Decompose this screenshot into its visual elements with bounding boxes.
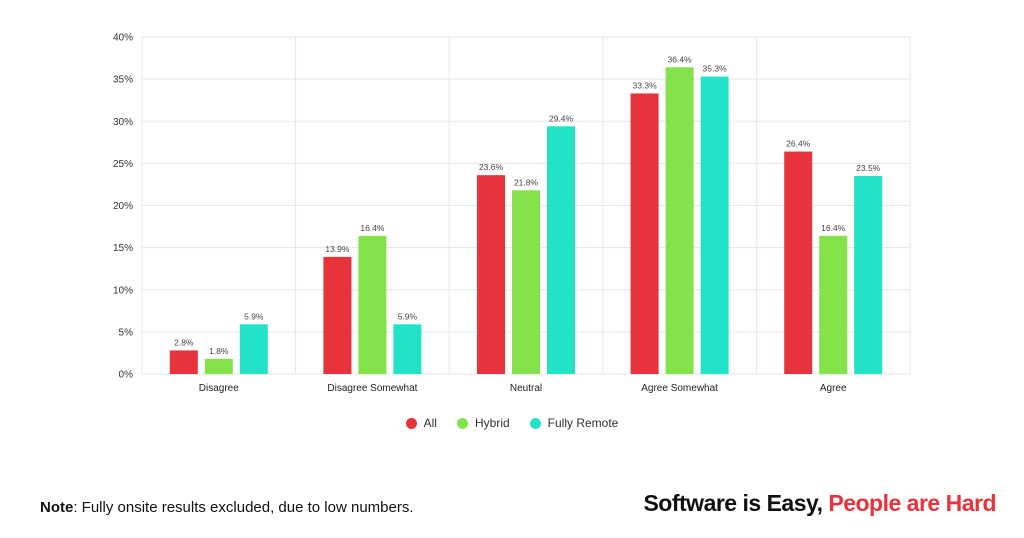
legend-label-all: All xyxy=(423,416,437,430)
data-label: 1.8% xyxy=(209,346,229,356)
bar-hybrid xyxy=(204,358,233,374)
bar-fully-remote xyxy=(700,76,729,374)
x-category-label: Agree Somewhat xyxy=(641,383,718,394)
data-label: 5.9% xyxy=(244,311,264,321)
data-label: 29.4% xyxy=(549,113,574,123)
y-tick-label: 40% xyxy=(113,33,133,44)
x-axis-categories: Disagree Disagree Somewhat Neutral Agree So… xyxy=(199,383,847,394)
bar-hybrid xyxy=(512,190,540,374)
footnote-text: : Fully onsite results excluded, due to … xyxy=(73,499,414,516)
bar-all xyxy=(784,151,813,374)
data-label: 21.8% xyxy=(514,177,539,187)
legend-item-hybrid[interactable]: Hybrid xyxy=(456,416,510,430)
legend-label-hybrid: Hybrid xyxy=(474,416,510,430)
bar-fully-remote xyxy=(547,126,575,375)
data-label: 23.5% xyxy=(856,163,881,173)
data-label: 33.3% xyxy=(633,80,658,90)
bar-all xyxy=(630,93,659,374)
data-label: 23.6% xyxy=(479,162,504,172)
y-tick-label: 10% xyxy=(113,285,133,296)
y-tick-label: 25% xyxy=(113,159,133,170)
bar-hybrid xyxy=(358,235,387,374)
brand-tagline: Software is Easy, People are Hard xyxy=(643,490,996,517)
bar-chart: 0% 5% 10% 15% 20% 25% 30% 35% 40% 2.8% 1.8% 5.9% 13… xyxy=(113,33,911,394)
brand-tagline-part2: People are Hard xyxy=(828,490,996,516)
data-label: 16.4% xyxy=(360,223,385,233)
legend-swatch-all xyxy=(405,417,417,429)
data-label: 16.4% xyxy=(821,223,846,233)
x-category-label: Neutral xyxy=(510,383,542,394)
legend-swatch-fully-remote xyxy=(529,417,541,429)
data-label: 5.9% xyxy=(398,311,418,321)
x-category-label: Disagree Somewhat xyxy=(327,383,417,394)
bar-all xyxy=(169,350,198,374)
y-tick-label: 20% xyxy=(113,201,133,212)
bar-hybrid xyxy=(665,67,694,374)
bar-fully-remote xyxy=(854,176,883,374)
data-label: 13.9% xyxy=(325,244,350,254)
legend-item-fully-remote[interactable]: Fully Remote xyxy=(529,416,619,430)
data-labels: 2.8% 1.8% 5.9% 13.9% 16.4% 5.9% 23.6% 21.8% 29.4… xyxy=(174,54,881,356)
y-axis-ticks: 0% 5% 10% 15% 20% 25% 30% 35% 40% xyxy=(113,33,133,381)
y-tick-label: 0% xyxy=(119,370,134,381)
data-label: 2.8% xyxy=(174,337,194,347)
bar-all xyxy=(477,175,505,374)
y-tick-label: 5% xyxy=(119,327,134,338)
footnote-prefix: Note xyxy=(40,499,74,516)
bars xyxy=(169,67,883,375)
x-category-label: Agree xyxy=(820,383,847,394)
data-label: 26.4% xyxy=(786,139,811,149)
brand-tagline-part1: Software is Easy, xyxy=(643,490,823,516)
legend: All Hybrid Fully Remote xyxy=(0,416,1024,430)
bar-all xyxy=(323,256,352,374)
footnote: Note: Fully onsite results excluded, due… xyxy=(40,499,414,516)
data-label: 36.4% xyxy=(668,54,693,64)
y-tick-label: 30% xyxy=(113,117,133,128)
y-tick-label: 15% xyxy=(113,243,133,254)
legend-item-all[interactable]: All xyxy=(405,416,437,430)
x-category-label: Disagree xyxy=(199,383,239,394)
legend-swatch-hybrid xyxy=(456,417,468,429)
bar-fully-remote xyxy=(393,324,422,374)
bar-hybrid xyxy=(819,235,848,374)
legend-label-fully-remote: Fully Remote xyxy=(547,416,619,430)
data-label: 35.3% xyxy=(703,64,728,74)
y-tick-label: 35% xyxy=(113,75,133,86)
bar-fully-remote xyxy=(239,324,268,374)
